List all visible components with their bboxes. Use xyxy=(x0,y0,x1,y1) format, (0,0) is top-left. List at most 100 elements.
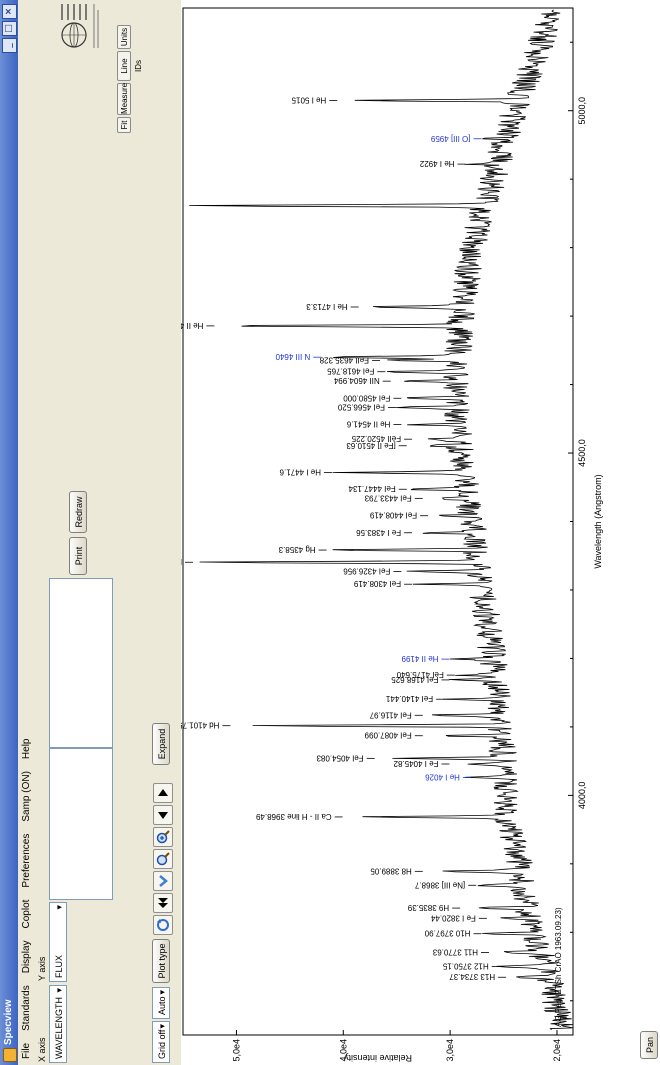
menu-standards[interactable]: Standards xyxy=(21,985,32,1031)
info-text-area-2[interactable] xyxy=(49,578,113,748)
y-axis-label: Y axis xyxy=(37,956,47,981)
line-id-label: Hg 4358.3 xyxy=(278,545,315,554)
menu-display[interactable]: Display xyxy=(21,940,32,974)
line-ids-button[interactable]: Line IDs xyxy=(117,51,143,81)
line-id-label: [Ne III] 3868.7 xyxy=(414,880,465,889)
line-id-label: Hd 4101.75 xyxy=(181,721,219,730)
zoom-out-icon[interactable] xyxy=(153,871,173,891)
line-id-label: Fe I 4045.82 xyxy=(393,759,438,768)
x-axis-title: Wavelength (Angstrom) xyxy=(593,474,603,568)
line-id-label: FeI 4433.793 xyxy=(364,493,412,502)
y-axis-value: FLUX xyxy=(54,954,64,978)
line-id-label: FeI 4087.099 xyxy=(364,731,412,740)
y-axis-ticks: 2,0e4 3,0e4 4,0e4 5,0e4 xyxy=(231,1030,562,1062)
menu-coplot[interactable]: Coplot xyxy=(21,899,32,929)
line-id-label: FeI 4326.956 xyxy=(343,567,391,576)
x-axis-select[interactable]: WAVELENGTH ▾ xyxy=(49,985,67,1063)
menu-preferences[interactable]: Preferences xyxy=(21,833,32,888)
line-id-label: [Fe I] 4510.63 xyxy=(346,441,396,450)
x-axis-label: X axis xyxy=(37,1037,47,1062)
x-tick-label: 5000,0 xyxy=(577,97,587,125)
line-id-labels: H13 3734.37 H12 3750.15 H11 3770.63 H10 379… xyxy=(181,95,507,981)
expand-button[interactable]: Expand xyxy=(152,723,170,765)
y-tick-label: 2,0e4 xyxy=(552,1039,562,1062)
auto-select-value: Auto xyxy=(157,996,167,1015)
menu-file[interactable]: File xyxy=(21,1042,32,1059)
java-app-icon xyxy=(3,1048,17,1062)
line-id-label: N III 4640 xyxy=(275,352,310,361)
line-id-label: He II 4199 xyxy=(401,654,438,663)
y-tick-label: 5,0e4 xyxy=(231,1039,241,1062)
y-tick-label: 3,0e4 xyxy=(445,1039,455,1062)
pan-button[interactable]: Pan xyxy=(640,1031,658,1059)
chevron-down-icon: ▾ xyxy=(157,990,167,995)
print-button[interactable]: Print xyxy=(69,537,87,575)
menu-bar: File Standards Display Coplot Preference… xyxy=(18,0,35,1065)
menu-samp[interactable]: Samp (ON) xyxy=(21,771,32,822)
line-id-label: FeI 4116.97 xyxy=(369,710,412,719)
line-id-label: FeI 4175.640 xyxy=(396,670,444,679)
line-id-label: H9 3835.39 xyxy=(407,903,449,912)
line-id-label: He I 4922 xyxy=(419,159,454,168)
chevron-down-icon: ▾ xyxy=(54,988,64,993)
chevron-down-icon: ▾ xyxy=(54,905,64,910)
measure-button[interactable]: Measure xyxy=(117,83,131,115)
x-tick-label: 4500,0 xyxy=(577,439,587,467)
y-axis-select[interactable]: FLUX ▾ xyxy=(49,902,67,982)
minimize-button[interactable]: _ xyxy=(2,38,17,53)
zoom-icon[interactable] xyxy=(153,849,173,869)
line-id-label: H12 3750.15 xyxy=(442,961,488,970)
triangle-right-icon[interactable] xyxy=(153,783,173,803)
plot-type-button[interactable]: Plot type xyxy=(152,939,170,983)
plot-panel: 2,0e4 3,0e4 4,0e4 5,0e4 4000,0 4500,0 5000,0 … xyxy=(181,0,660,1065)
triangle-left-icon[interactable] xyxy=(153,805,173,825)
line-id-label: Ca II - H line 3968.49 xyxy=(255,812,331,821)
line-id-label: H10 3797.90 xyxy=(424,929,470,938)
line-id-label: Hg - (H5) 4340.48 xyxy=(181,557,182,566)
line-id-label: FeI 4168.625 xyxy=(391,675,439,684)
line-id-label: FeII 4520.225 xyxy=(351,434,401,443)
maximize-button[interactable]: □ xyxy=(2,21,17,36)
plot-background xyxy=(181,0,660,1065)
redraw-button[interactable]: Redraw xyxy=(69,491,87,533)
line-id-label: Fe I 3820.44 xyxy=(430,913,475,922)
line-id-label: He I 5015 xyxy=(291,95,326,104)
line-id-label: He II 4541.6 xyxy=(346,420,390,429)
first-page-icon[interactable] xyxy=(153,893,173,913)
info-text-area[interactable] xyxy=(49,748,113,900)
line-id-label: FeI 4408.419 xyxy=(369,511,417,520)
line-id-label: NII 4604.994 xyxy=(333,376,379,385)
units-button[interactable]: Units xyxy=(117,25,131,49)
title-bar[interactable]: Specview _ □ × xyxy=(0,0,18,1065)
close-button[interactable]: × xyxy=(2,4,17,19)
spectrum-line xyxy=(189,9,574,1030)
spectrum-annotation: AG Peg (ZTSh CrAO 1963.09.23) xyxy=(554,907,563,1027)
grid-select-value: Grid off xyxy=(157,1029,167,1059)
line-id-label: FeI 4140.441 xyxy=(385,694,433,703)
line-id-label: FeII 4635.328 xyxy=(319,355,369,364)
line-id-label: FeI 4308.419 xyxy=(353,579,401,588)
window-title: Specview xyxy=(3,999,14,1045)
zoom-in-icon[interactable] xyxy=(153,827,173,847)
fit-button[interactable]: Fit xyxy=(117,117,131,133)
line-id-label: He I 4026 xyxy=(425,773,460,782)
x-axis-ticks: 4000,0 4500,0 5000,0 xyxy=(568,41,587,1002)
line-id-label: He I 4471.6 xyxy=(279,467,321,476)
x-tick-label: 4000,0 xyxy=(577,782,587,810)
y-axis-title: Relative intensity xyxy=(343,1053,412,1063)
line-id-label: FeI 4447.134 xyxy=(348,484,396,493)
refresh-icon[interactable] xyxy=(153,915,173,935)
y-tick-label: 4,0e4 xyxy=(338,1039,348,1062)
line-id-label: He II 4685.7 xyxy=(181,321,203,330)
line-id-label: H8 3889.05 xyxy=(370,866,412,875)
grid-select[interactable]: Grid off ▾ xyxy=(152,1021,170,1063)
auto-select[interactable]: Auto ▾ xyxy=(152,987,170,1019)
menu-help[interactable]: Help xyxy=(21,738,32,760)
stsci-logo xyxy=(52,2,112,50)
line-id-label: FeI 4618.765 xyxy=(327,367,375,376)
line-id-label: FeI 4054.083 xyxy=(316,753,364,762)
line-id-label: [O III] 4959 xyxy=(430,134,470,143)
line-id-label: Fe I 4383.56 xyxy=(356,528,401,537)
